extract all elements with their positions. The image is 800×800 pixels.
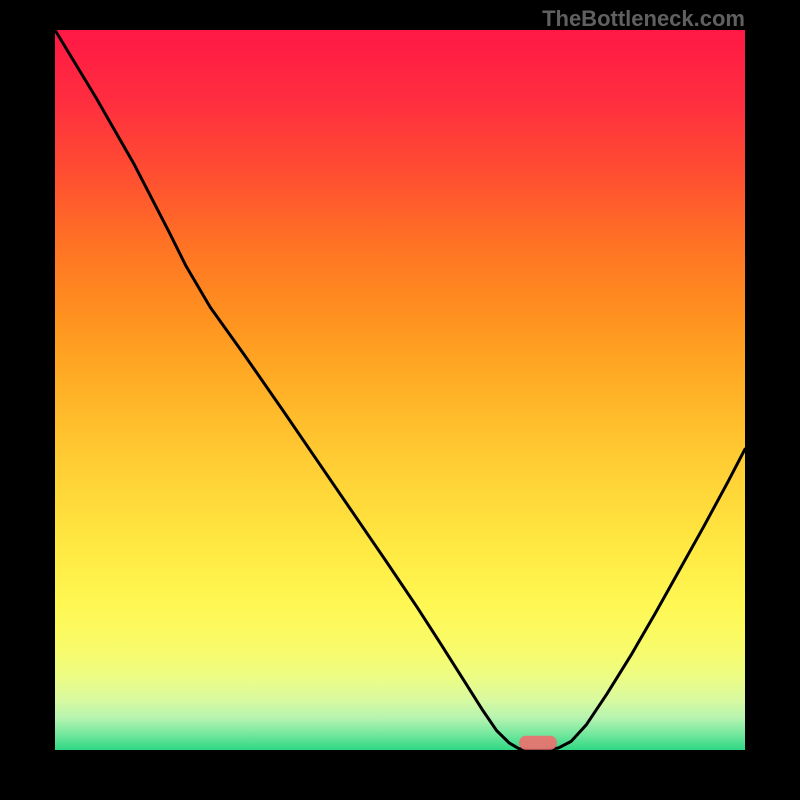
watermark-text: TheBottleneck.com <box>542 6 745 32</box>
optimal-marker <box>519 736 557 750</box>
curve-layer <box>0 0 800 800</box>
chart-root: TheBottleneck.com <box>0 0 800 800</box>
bottleneck-curve <box>55 30 745 750</box>
